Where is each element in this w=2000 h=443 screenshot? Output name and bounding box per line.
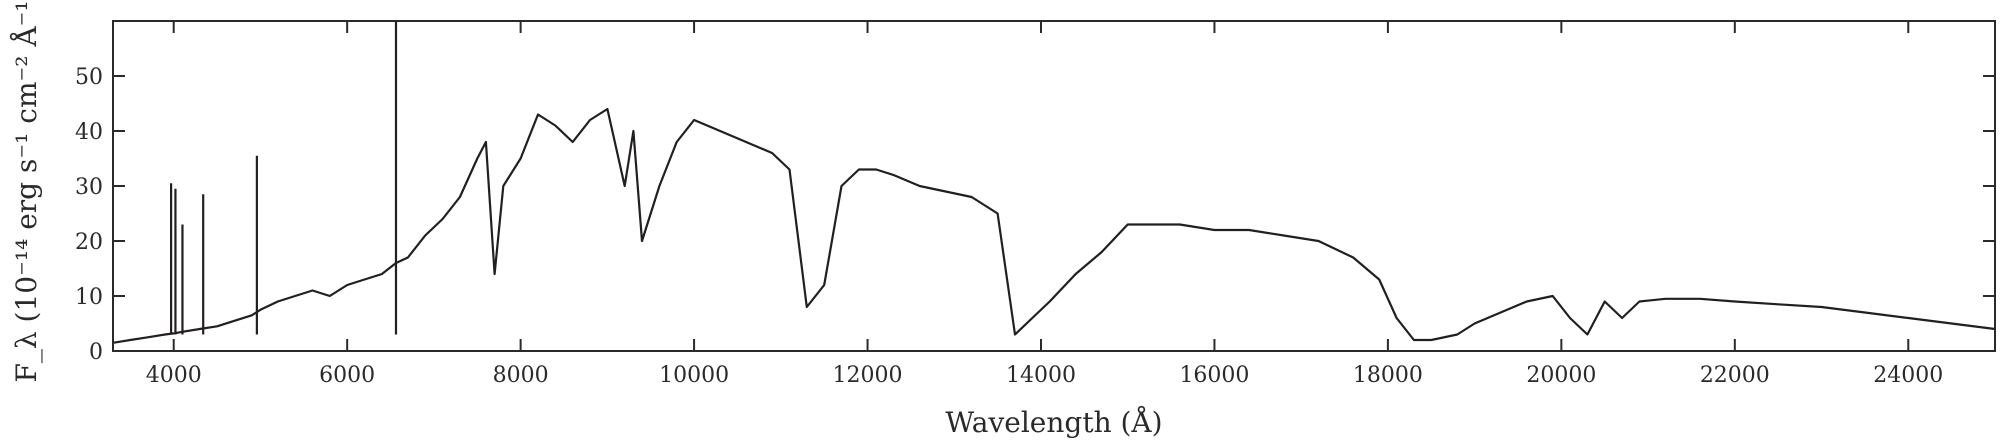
spectrum-line <box>112 107 1996 344</box>
plot-area <box>112 21 1996 344</box>
y-axis-label: F_λ (10⁻¹⁴ erg s⁻¹ cm⁻² Å⁻¹) <box>10 0 43 383</box>
x-tick-label: 6000 <box>319 363 375 388</box>
x-tick-label: 14000 <box>1006 363 1076 388</box>
axis-ticks: 4000 6000 8000 10000 12000 14000 16000 18000 200… <box>75 21 1995 388</box>
x-tick-label: 8000 <box>493 363 549 388</box>
x-tick-label: 20000 <box>1526 363 1596 388</box>
y-tick-label: 40 <box>75 120 103 145</box>
y-tick-label: 50 <box>75 65 103 90</box>
y-tick-label: 10 <box>75 285 103 310</box>
x-tick-label: 12000 <box>833 363 903 388</box>
y-tick-label: 30 <box>75 175 103 200</box>
x-tick-label: 24000 <box>1873 363 1943 388</box>
y-tick-label: 0 <box>89 340 103 365</box>
x-tick-label: 10000 <box>659 363 729 388</box>
x-tick-label: 18000 <box>1353 363 1423 388</box>
x-tick-label: 4000 <box>146 363 202 388</box>
x-tick-label: 22000 <box>1700 363 1770 388</box>
x-axis-label: Wavelength (Å) <box>945 406 1162 439</box>
y-tick-label: 20 <box>75 230 103 255</box>
x-tick-label: 16000 <box>1179 363 1249 388</box>
